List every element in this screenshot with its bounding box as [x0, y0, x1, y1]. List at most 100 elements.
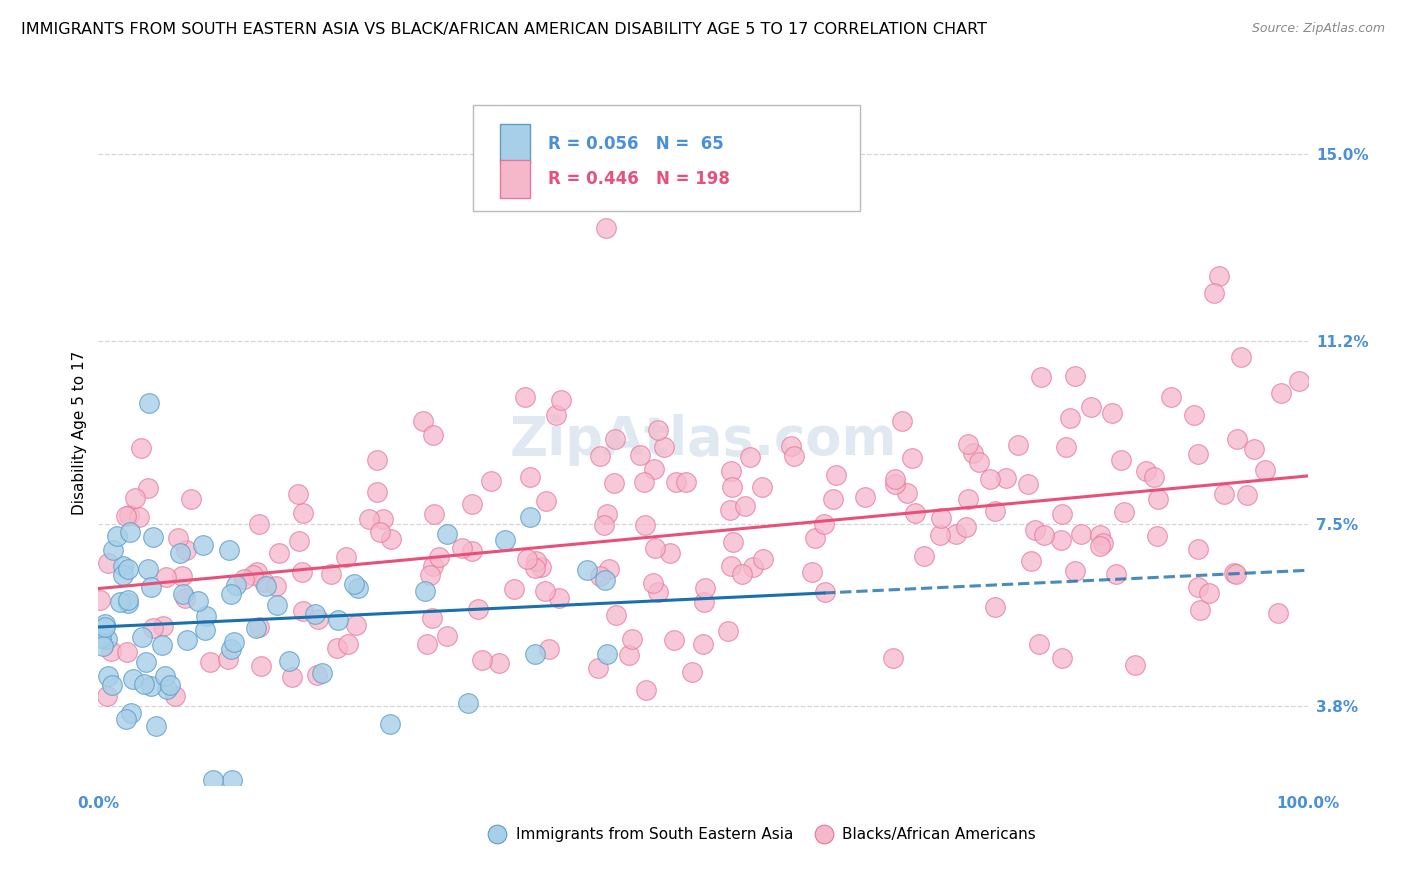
Point	[720, 464, 742, 478]
Point	[165, 690, 187, 704]
Point	[641, 576, 664, 591]
Point	[266, 578, 288, 592]
Point	[1223, 566, 1246, 580]
Point	[142, 530, 165, 544]
Point	[813, 585, 835, 599]
Point	[139, 580, 162, 594]
Point	[122, 672, 145, 686]
Point	[131, 630, 153, 644]
Point	[105, 529, 128, 543]
Point	[1105, 566, 1128, 581]
Point	[1070, 527, 1092, 541]
Point	[720, 559, 742, 574]
Point	[1123, 658, 1146, 673]
Point	[752, 552, 775, 566]
Point	[1147, 492, 1170, 507]
Point	[962, 446, 984, 460]
Point	[1088, 539, 1111, 553]
Point	[422, 507, 444, 521]
Point	[287, 533, 309, 548]
Point	[1187, 580, 1209, 594]
Point	[658, 546, 681, 560]
Point	[692, 637, 714, 651]
Point	[1208, 268, 1230, 283]
Point	[617, 648, 640, 663]
Point	[291, 565, 314, 579]
Point	[266, 598, 288, 612]
Point	[101, 678, 124, 692]
Point	[311, 665, 333, 680]
Point	[1101, 406, 1123, 420]
Point	[634, 683, 657, 698]
Point	[1064, 564, 1087, 578]
Point	[621, 632, 644, 647]
Text: R = 0.056   N =  65: R = 0.056 N = 65	[548, 135, 724, 153]
Point	[1033, 527, 1056, 541]
Point	[90, 631, 112, 645]
Point	[96, 690, 118, 704]
Point	[335, 549, 357, 564]
Point	[813, 517, 835, 532]
Point	[247, 620, 270, 634]
Point	[647, 585, 669, 599]
Point	[180, 491, 202, 506]
Point	[233, 572, 256, 586]
Point	[681, 665, 703, 679]
Point	[536, 493, 558, 508]
Point	[929, 510, 952, 524]
Point	[254, 579, 277, 593]
Point	[519, 510, 541, 524]
Point	[1050, 533, 1073, 548]
Point	[419, 567, 441, 582]
Point	[662, 632, 685, 647]
Point	[603, 476, 626, 491]
Point	[253, 575, 276, 590]
Point	[979, 472, 1001, 486]
Point	[524, 554, 547, 568]
FancyBboxPatch shape	[474, 105, 860, 211]
Point	[117, 593, 139, 607]
Point	[110, 595, 132, 609]
Point	[742, 560, 765, 574]
Point	[420, 610, 443, 624]
Point	[321, 567, 343, 582]
Point	[413, 583, 436, 598]
Point	[855, 490, 877, 504]
Point	[427, 549, 450, 564]
Point	[366, 453, 388, 467]
Point	[304, 607, 326, 622]
Point	[326, 640, 349, 655]
Point	[97, 556, 120, 570]
Point	[479, 474, 502, 488]
Point	[1213, 486, 1236, 500]
Point	[1288, 374, 1310, 388]
Point	[145, 719, 167, 733]
Point	[596, 648, 619, 662]
Point	[675, 475, 697, 489]
Point	[115, 509, 138, 524]
Point	[292, 605, 315, 619]
Point	[135, 655, 157, 669]
Point	[823, 492, 845, 507]
Point	[1160, 390, 1182, 404]
Point	[195, 609, 218, 624]
Text: IMMIGRANTS FROM SOUTH EASTERN ASIA VS BLACK/AFRICAN AMERICAN DISABILITY AGE 5 TO: IMMIGRANTS FROM SOUTH EASTERN ASIA VS BL…	[21, 22, 987, 37]
Point	[436, 629, 458, 643]
Bar	[501, 160, 530, 198]
Point	[1064, 369, 1087, 384]
Point	[198, 655, 221, 669]
Point	[523, 561, 546, 575]
Point	[1243, 442, 1265, 456]
Point	[695, 581, 717, 595]
Point	[307, 612, 329, 626]
Point	[896, 486, 918, 500]
Point	[467, 602, 489, 616]
Point	[242, 568, 264, 582]
Point	[96, 632, 118, 646]
Point	[603, 432, 626, 446]
Point	[138, 561, 160, 575]
Point	[957, 437, 980, 451]
Point	[1114, 505, 1136, 519]
Point	[141, 621, 163, 635]
Point	[891, 414, 914, 428]
